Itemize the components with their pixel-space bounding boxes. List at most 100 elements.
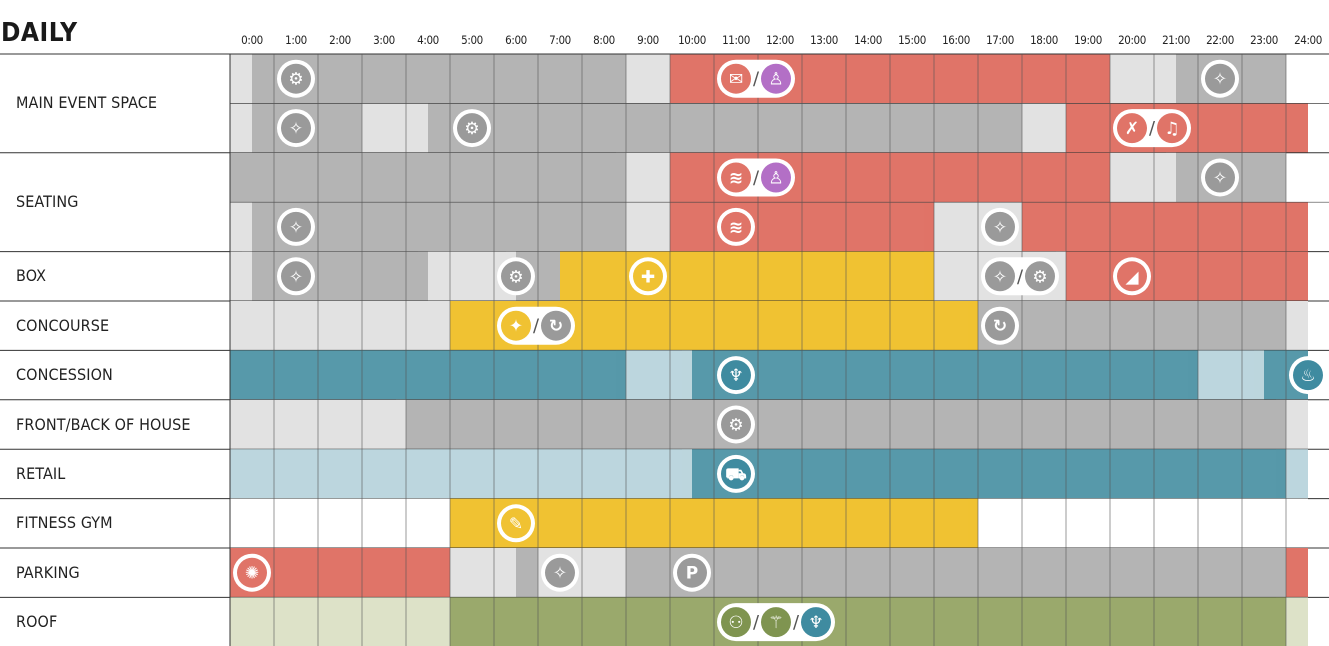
transition-fade	[440, 498, 450, 548]
hour-label: 11:00	[722, 33, 750, 47]
icon-badge	[281, 113, 311, 144]
transition-fade	[1276, 597, 1286, 646]
schedule-subrow	[230, 399, 1308, 450]
time-block	[1286, 399, 1308, 450]
transition-fade	[1166, 152, 1176, 203]
schedule-subrow	[230, 548, 1308, 598]
hour-label: 15:00	[898, 33, 926, 47]
time-block	[516, 548, 538, 598]
icon-badge	[545, 557, 575, 588]
time-block	[1110, 152, 1176, 203]
icon-badge	[985, 261, 1015, 292]
transition-fade	[1254, 350, 1264, 400]
hour-label: 20:00	[1118, 33, 1146, 47]
hour-label: 14:00	[854, 33, 882, 47]
activity-icon-group: ⚙	[497, 257, 535, 296]
food-icon: ✺	[245, 564, 259, 584]
icon-badge	[237, 557, 267, 588]
transition-fade	[418, 251, 428, 301]
icon-badge	[1025, 261, 1055, 292]
cart-icon: ⛟	[725, 465, 746, 485]
slash-separator: /	[793, 612, 800, 633]
hour-label: 21:00	[1162, 33, 1190, 47]
hour-label: 12:00	[766, 33, 794, 47]
transition-fade	[1056, 251, 1066, 301]
transition-fade	[440, 597, 450, 646]
icon-badge	[1157, 113, 1187, 144]
slash-separator: /	[1149, 118, 1156, 139]
zone-label: CONCESSION	[16, 365, 113, 385]
icon-badge	[501, 310, 531, 341]
hour-label: 17:00	[986, 33, 1014, 47]
slash-separator: /	[753, 168, 760, 189]
cleaning-icon: ✧	[553, 564, 567, 584]
time-block	[1022, 103, 1066, 153]
dining-icon: ♆	[728, 366, 743, 386]
transition-fade	[682, 350, 692, 400]
time-block	[1286, 449, 1308, 499]
icon-badge	[761, 162, 791, 193]
refresh-icon: ↻	[993, 317, 1007, 337]
icon-badge	[677, 557, 707, 588]
podium-icon: ♙	[768, 169, 783, 189]
hockey-icon: ✗	[1125, 119, 1139, 139]
cleaning-icon: ✧	[289, 218, 303, 238]
zone-label: MAIN EVENT SPACE	[16, 93, 158, 113]
time-block	[230, 597, 450, 646]
transition-fade	[396, 399, 406, 450]
music-icon: ♫	[1164, 119, 1179, 139]
activity-icon-group: ≋	[717, 207, 755, 246]
zone-label: PARKING	[16, 562, 80, 582]
zone-label: BOX	[16, 266, 47, 286]
time-block	[626, 152, 670, 203]
transition-fade	[968, 498, 978, 548]
schedule-subrow	[230, 202, 1308, 252]
icon-badge	[721, 360, 751, 391]
slash-separator: /	[753, 612, 760, 633]
activity-icon-group: ✧	[541, 553, 579, 592]
transition-fade	[616, 54, 626, 104]
schedule-subrow	[230, 449, 1308, 499]
transition-fade	[528, 548, 538, 598]
icon-badge	[541, 310, 571, 341]
transition-fade	[1100, 54, 1110, 104]
icon-badge	[985, 211, 1015, 242]
time-block	[692, 350, 1198, 400]
time-block	[626, 54, 670, 104]
icon-badge	[761, 63, 791, 94]
activity-icon-group: ✧	[1201, 158, 1239, 197]
time-block	[230, 498, 450, 548]
hour-label: 18:00	[1030, 33, 1058, 47]
transition-fade	[242, 54, 252, 104]
transition-fade	[616, 202, 626, 252]
transition-fade	[1276, 449, 1286, 499]
cleaning-icon: ✧	[1213, 70, 1227, 90]
transition-fade	[968, 301, 978, 351]
transition-fade	[1276, 399, 1286, 450]
slash-separator: /	[533, 316, 540, 337]
transition-fade	[440, 301, 450, 351]
activity-icon-group: ✎	[497, 504, 535, 543]
time-block	[626, 548, 1286, 598]
transition-fade	[1276, 301, 1286, 351]
first-aid-icon: ✚	[641, 267, 655, 287]
icon-badge	[721, 63, 751, 94]
podium-icon: ♙	[768, 70, 783, 90]
activity-icon-group: ⚙	[453, 109, 491, 148]
refresh-icon: ↻	[549, 317, 563, 337]
hour-label: 1:00	[285, 33, 307, 47]
transition-fade	[242, 103, 252, 153]
icon-badge	[501, 508, 531, 539]
parking-icon: P	[686, 564, 698, 584]
transition-fade	[1012, 103, 1022, 153]
time-block	[560, 251, 934, 301]
hour-label: 13:00	[810, 33, 838, 47]
time-block	[230, 301, 450, 351]
zone-label: FRONT/BACK OF HOUSE	[16, 414, 191, 434]
hour-label: 19:00	[1074, 33, 1102, 47]
transition-fade	[1056, 103, 1066, 153]
icon-badge	[801, 607, 831, 638]
seat-icon: ≋	[729, 218, 743, 238]
time-block	[626, 202, 670, 252]
